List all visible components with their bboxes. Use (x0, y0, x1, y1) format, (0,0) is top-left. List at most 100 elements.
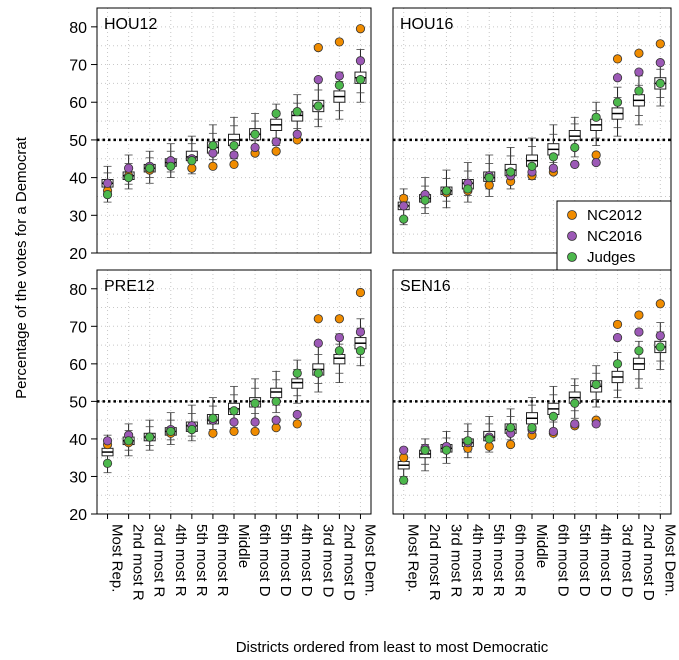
box-body (333, 353, 346, 365)
legend-label-nc2012: NC2012 (587, 207, 642, 224)
point-nc2016 (334, 332, 344, 343)
point-judges (570, 398, 580, 408)
panel-frame (392, 7, 672, 254)
point-nc2016 (355, 327, 366, 337)
y-tick-label: 60 (69, 95, 87, 112)
point-nc2016 (591, 157, 601, 168)
point-judges (271, 108, 281, 119)
point-judges (591, 112, 601, 122)
point-nc2012 (271, 146, 281, 156)
point-judges (313, 368, 323, 378)
x-tick-label: 2nd most D (640, 524, 657, 601)
point-nc2012 (250, 426, 260, 437)
y-tick-label: 40 (69, 171, 87, 188)
panel-sen16: SEN16 Most Rep. 2nd most R 3rd most R 4th mo… (392, 269, 678, 601)
point-judges (484, 173, 494, 183)
point-nc2016 (292, 409, 302, 420)
x-tick-label: Most Rep. (405, 524, 422, 592)
point-judges (570, 142, 580, 153)
point-judges (548, 411, 558, 421)
point-nc2012 (655, 299, 665, 309)
point-judges (187, 156, 197, 166)
point-judges (612, 359, 623, 369)
panel-title: SEN16 (400, 278, 451, 295)
point-nc2016 (250, 417, 260, 427)
point-judges (548, 152, 558, 162)
x-tick-label: Most Dem. (661, 524, 678, 597)
point-nc2016 (655, 331, 665, 341)
point-judges (527, 423, 537, 433)
y-tick-label: 20 (69, 246, 87, 263)
point-nc2012 (655, 39, 665, 49)
x-tick-label: 5th most R (490, 524, 507, 597)
x-tick-label: 6th most D (256, 524, 273, 597)
point-nc2016 (548, 426, 558, 437)
point-nc2012 (208, 428, 218, 438)
point-judges (102, 458, 113, 468)
y-axis-label: Percentage of the votes for a Democrat (13, 136, 30, 399)
x-tick-label: 4th most D (597, 524, 614, 597)
point-judges (484, 434, 494, 444)
point-nc2012 (229, 426, 239, 437)
point-judges (250, 129, 260, 139)
box-body (270, 387, 283, 399)
y-tick-label: 60 (69, 357, 87, 374)
point-nc2016 (399, 201, 409, 211)
point-judges (399, 214, 409, 224)
point-judges (334, 80, 344, 90)
point-judges (124, 436, 134, 446)
legend-marker-judges (567, 252, 577, 262)
point-nc2016 (313, 75, 323, 85)
point-nc2012 (313, 314, 323, 324)
point-nc2012 (229, 159, 239, 170)
x-tick-label: 3rd most R (447, 524, 464, 598)
y-tick-label: 80 (69, 20, 87, 37)
y-tick-label: 30 (69, 208, 87, 225)
x-tick-label: 3rd most D (319, 524, 336, 598)
x-tick-label: 2nd most D (340, 524, 357, 601)
point-judges (355, 75, 366, 85)
point-judges (506, 167, 516, 177)
panel-title: PRE12 (104, 278, 155, 295)
x-tick-label: Middle (235, 524, 252, 568)
legend-label-nc2016: NC2016 (587, 228, 642, 245)
point-nc2016 (399, 445, 409, 455)
x-tick-label: 2nd most R (426, 524, 443, 601)
point-judges (208, 140, 218, 151)
point-nc2012 (334, 314, 344, 324)
point-nc2016 (355, 56, 366, 66)
x-tick-label: 4th most R (172, 524, 189, 597)
legend-marker-nc2016 (567, 231, 577, 241)
y-tick-label: 70 (69, 319, 87, 336)
point-nc2016 (250, 142, 260, 153)
point-judges (591, 379, 601, 390)
point-judges (463, 184, 473, 194)
x-axis-label: Districts ordered from least to most Dem… (236, 639, 549, 656)
point-nc2012 (634, 48, 644, 58)
x-tick-label: 5th most D (576, 524, 593, 597)
point-judges (612, 97, 623, 107)
point-judges (399, 475, 409, 485)
panel-title: HOU16 (400, 16, 453, 33)
point-nc2016 (591, 419, 601, 429)
point-nc2012 (634, 310, 644, 320)
point-judges (334, 346, 344, 356)
point-nc2012 (313, 42, 323, 53)
point-judges (355, 346, 366, 356)
point-judges (229, 406, 239, 416)
point-judges (166, 161, 176, 171)
point-nc2016 (124, 163, 134, 173)
box-body (568, 130, 581, 141)
y-tick-label: 50 (69, 133, 87, 150)
point-nc2016 (271, 137, 281, 147)
point-nc2012 (292, 419, 302, 429)
point-nc2012 (612, 319, 623, 330)
point-nc2016 (612, 332, 623, 343)
point-judges (102, 189, 113, 200)
point-judges (420, 195, 430, 205)
point-nc2016 (634, 67, 644, 77)
box-body (291, 378, 304, 389)
point-nc2012 (355, 287, 366, 298)
x-tick-label: Most Rep. (109, 524, 126, 592)
point-nc2016 (655, 58, 665, 68)
